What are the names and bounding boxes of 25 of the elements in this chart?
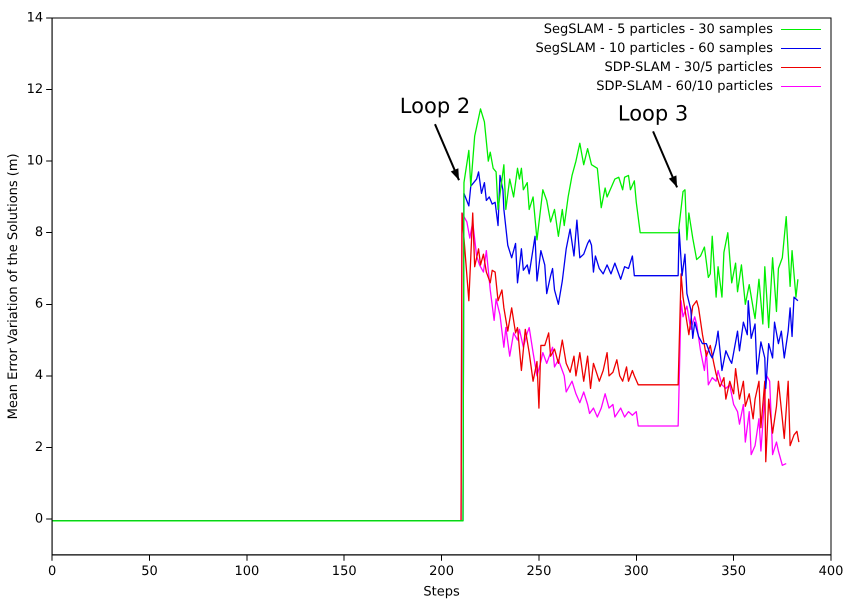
x-tick-label: 400 (818, 564, 844, 579)
legend-label: SegSLAM - 5 particles - 30 samples (544, 21, 773, 39)
y-tick-label: 10 (26, 154, 44, 169)
legend-label: SDP-SLAM - 60/10 particles (596, 78, 773, 96)
x-tick-label: 0 (48, 564, 56, 579)
legend-label: SDP-SLAM - 30/5 particles (604, 59, 773, 77)
x-tick-label: 150 (332, 564, 357, 579)
y-tick-label: 4 (34, 368, 44, 384)
x-tick-label: 100 (234, 564, 260, 579)
y-tick-label: 8 (34, 225, 44, 240)
x-tick-label: 250 (526, 564, 552, 579)
y-tick-label: 6 (34, 296, 44, 312)
annotation: Loop 3 (618, 101, 688, 126)
y-axis-title: Mean Error Variation of the Solutions (m) (6, 153, 22, 420)
legend-label: SegSLAM - 10 particles - 60 samples (535, 40, 773, 58)
y-tick-label: 12 (26, 82, 44, 97)
y-tick-label: 2 (34, 440, 44, 455)
x-axis-title: Steps (423, 584, 460, 600)
x-tick-label: 50 (141, 564, 158, 579)
y-tick-label: 0 (34, 511, 44, 526)
y-tick-label: 14 (26, 10, 44, 26)
annotation: Loop 2 (400, 94, 470, 118)
x-tick-label: 200 (429, 564, 454, 579)
x-tick-label: 300 (624, 564, 649, 579)
x-tick-label: 350 (721, 564, 746, 579)
